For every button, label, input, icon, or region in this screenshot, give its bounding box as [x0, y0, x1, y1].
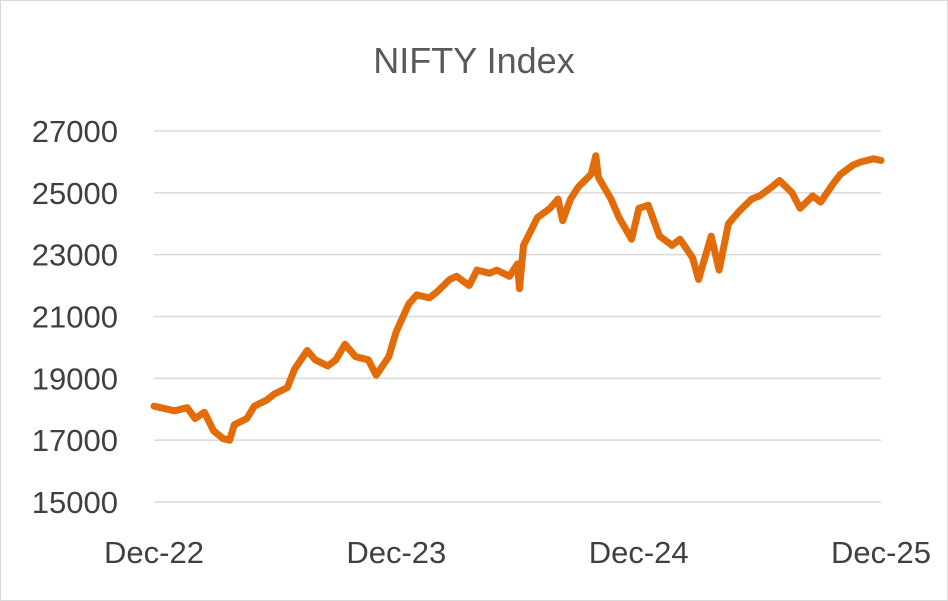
y-tick-label: 27000	[32, 114, 118, 149]
x-tick-label: Dec-22	[104, 535, 204, 570]
y-tick-label: 25000	[32, 176, 118, 211]
chart-title: NIFTY Index	[373, 40, 575, 81]
x-axis-ticks: Dec-22 Dec-23 Dec-24 Dec-25	[104, 535, 931, 570]
x-tick-label: Dec-23	[346, 535, 446, 570]
y-tick-label: 19000	[32, 361, 118, 396]
y-axis-ticks: 27000 25000 23000 21000 19000 17000 15000	[32, 114, 118, 520]
y-tick-label: 23000	[32, 238, 118, 273]
x-tick-label: Dec-24	[589, 535, 689, 570]
y-tick-label: 21000	[32, 300, 118, 335]
y-tick-label: 17000	[32, 423, 118, 458]
gridlines	[154, 130, 881, 503]
x-tick-label: Dec-25	[831, 535, 931, 570]
y-tick-label: 15000	[32, 485, 118, 520]
series-line	[150, 152, 885, 444]
